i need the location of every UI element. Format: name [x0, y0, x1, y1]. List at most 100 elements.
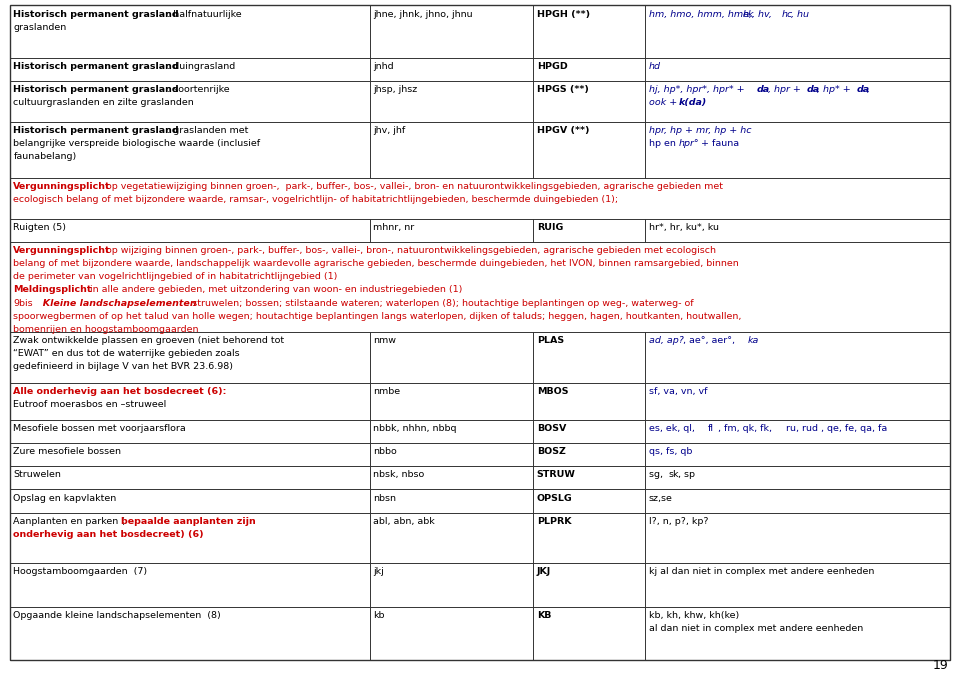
Text: ad, ap?: ad, ap? [649, 336, 684, 345]
Text: nmbe: nmbe [373, 387, 400, 396]
Text: : duingrasland: : duingrasland [167, 62, 235, 71]
Text: hp en: hp en [649, 139, 679, 148]
Text: “EWAT” en dus tot de waterrijke gebieden zoals: “EWAT” en dus tot de waterrijke gebieden… [13, 349, 240, 358]
Text: jhsp, jhsz: jhsp, jhsz [373, 85, 418, 95]
Text: bepaalde aanplanten zijn: bepaalde aanplanten zijn [122, 517, 256, 526]
Text: l?, n, p?, kp?: l?, n, p?, kp? [649, 517, 708, 526]
Text: BOSV: BOSV [537, 424, 566, 433]
Text: nbbo: nbbo [373, 447, 397, 456]
Text: KB: KB [537, 611, 551, 620]
Text: : graslanden met: : graslanden met [167, 126, 249, 135]
Text: sf, va, vn, vf: sf, va, vn, vf [649, 387, 708, 396]
Text: hm, hmo, hmm, hme,: hm, hmo, hmm, hme, [649, 10, 755, 18]
Text: Opgaande kleine landschapselementen  (8): Opgaande kleine landschapselementen (8) [13, 611, 221, 620]
Text: da: da [757, 85, 770, 95]
Text: Zwak ontwikkelde plassen en groeven (niet behorend tot: Zwak ontwikkelde plassen en groeven (nie… [13, 336, 284, 345]
Text: da: da [856, 85, 870, 95]
Text: Eutroof moerasbos en –struweel: Eutroof moerasbos en –struweel [13, 401, 167, 409]
Text: belang of met bijzondere waarde, landschappelijk waardevolle agrarische gebieden: belang of met bijzondere waarde, landsch… [13, 259, 739, 268]
Text: qs, fs, qb: qs, fs, qb [649, 447, 692, 456]
Text: de perimeter van vogelrichtlijngebied of in habitatrichtlijngebied (1): de perimeter van vogelrichtlijngebied of… [13, 272, 338, 282]
Text: OPSLG: OPSLG [537, 494, 572, 503]
Text: in alle andere gebieden, met uitzondering van woon- en industriegebieden (1): in alle andere gebieden, met uitzonderin… [87, 286, 463, 294]
Text: , hpr +: , hpr + [768, 85, 804, 95]
Text: + fauna: + fauna [698, 139, 739, 148]
Text: nbsn: nbsn [373, 494, 396, 503]
Text: Historisch permanent grasland: Historisch permanent grasland [13, 85, 180, 95]
Text: hd: hd [649, 62, 660, 71]
Text: al dan niet in complex met andere eenheden: al dan niet in complex met andere eenhed… [649, 624, 863, 633]
Text: : halfnatuurlijke: : halfnatuurlijke [167, 10, 242, 18]
Text: 9bis: 9bis [13, 299, 33, 307]
Text: jhne, jhnk, jhno, jhnu: jhne, jhnk, jhno, jhnu [373, 10, 473, 18]
Text: Historisch permanent grasland: Historisch permanent grasland [13, 126, 180, 135]
Text: graslanden: graslanden [13, 22, 66, 32]
Text: MBOS: MBOS [537, 387, 568, 396]
Text: hpr, hp + mr, hp + hc: hpr, hp + mr, hp + hc [649, 126, 752, 135]
Text: Mesofiele bossen met voorjaarsflora: Mesofiele bossen met voorjaarsflora [13, 424, 186, 433]
Text: , qe, fe, qa, fa: , qe, fe, qa, fa [821, 424, 887, 433]
Text: ook +: ook + [649, 99, 681, 107]
Text: sg,: sg, [649, 471, 666, 479]
Text: op wijziging binnen groen-, park-, buffer-, bos-, vallei-, bron-, natuurontwikke: op wijziging binnen groen-, park-, buffe… [104, 245, 716, 255]
Text: da: da [806, 85, 820, 95]
Text: kb: kb [373, 611, 385, 620]
Text: Kleine landschapselementen: Kleine landschapselementen [33, 299, 197, 307]
Text: : soortenrijke: : soortenrijke [167, 85, 229, 95]
Text: cultuurgraslanden en zilte graslanden: cultuurgraslanden en zilte graslanden [13, 99, 194, 107]
Text: Historisch permanent grasland: Historisch permanent grasland [13, 62, 180, 71]
Text: kj al dan niet in complex met andere eenheden: kj al dan niet in complex met andere een… [649, 567, 875, 577]
Text: JKJ: JKJ [537, 567, 551, 577]
Text: HPGH (**): HPGH (**) [537, 10, 589, 18]
Text: , hp* +: , hp* + [818, 85, 854, 95]
Text: belangrijke verspreide biologische waarde (inclusief: belangrijke verspreide biologische waard… [13, 139, 260, 148]
Text: onderhevig aan het bosdecreet) (6): onderhevig aan het bosdecreet) (6) [13, 530, 204, 539]
Text: ecologisch belang of met bijzondere waarde, ramsar-, vogelrichtlijn- of habitatr: ecologisch belang of met bijzondere waar… [13, 195, 618, 205]
Text: sk: sk [668, 471, 679, 479]
Text: Historisch permanent grasland: Historisch permanent grasland [13, 10, 180, 18]
Text: , hv,: , hv, [752, 10, 775, 18]
Text: hc: hc [781, 10, 793, 18]
Text: hj, hp*, hpr*, hpr* +: hj, hp*, hpr*, hpr* + [649, 85, 748, 95]
Text: , hu: , hu [791, 10, 809, 18]
Text: k(da): k(da) [679, 99, 707, 107]
Text: PLPRK: PLPRK [537, 517, 571, 526]
Text: Hoogstamboomgaarden  (7): Hoogstamboomgaarden (7) [13, 567, 148, 577]
Text: PLAS: PLAS [537, 336, 564, 345]
Text: BOSZ: BOSZ [537, 447, 565, 456]
Text: 19: 19 [933, 659, 948, 672]
Text: nbsk, nbso: nbsk, nbso [373, 471, 424, 479]
Text: nbbk, nhhn, nbbq: nbbk, nhhn, nbbq [373, 424, 457, 433]
Text: Zure mesofiele bossen: Zure mesofiele bossen [13, 447, 121, 456]
Text: kb, kh, khw, kh(ke): kb, kh, khw, kh(ke) [649, 611, 739, 620]
Text: es, ek, ql,: es, ek, ql, [649, 424, 698, 433]
Text: Vergunningsplicht: Vergunningsplicht [13, 245, 111, 255]
Text: hr*, hr, ku*, ku: hr*, hr, ku*, ku [649, 222, 719, 232]
Text: ,: , [867, 85, 871, 95]
Text: HPGV (**): HPGV (**) [537, 126, 589, 135]
Text: RUIG: RUIG [537, 222, 563, 232]
Text: hpr°: hpr° [679, 139, 699, 148]
Text: fl: fl [708, 424, 714, 433]
Text: gedefinieerd in bijlage V van het BVR 23.6.98): gedefinieerd in bijlage V van het BVR 23… [13, 362, 233, 371]
Text: op vegetatiewijziging binnen groen-,  park-, buffer-, bos-, vallei-, bron- en na: op vegetatiewijziging binnen groen-, par… [104, 182, 723, 191]
Text: Aanplanten en parken (: Aanplanten en parken ( [13, 517, 126, 526]
Text: sz,se: sz,se [649, 494, 673, 503]
Text: jhv, jhf: jhv, jhf [373, 126, 406, 135]
Text: : struwelen; bossen; stilstaande wateren; waterlopen (8); houtachtige beplanting: : struwelen; bossen; stilstaande wateren… [186, 299, 694, 307]
Text: STRUW: STRUW [537, 471, 575, 479]
Text: abl, abn, abk: abl, abn, abk [373, 517, 435, 526]
Text: faunabelang): faunabelang) [13, 152, 77, 161]
Text: , sp: , sp [679, 471, 695, 479]
Text: Opslag en kapvlakten: Opslag en kapvlakten [13, 494, 117, 503]
Text: HPGD: HPGD [537, 62, 567, 71]
Text: jkj: jkj [373, 567, 384, 577]
Text: Meldingsplicht: Meldingsplicht [13, 286, 92, 294]
Text: ru, rud: ru, rud [786, 424, 819, 433]
Text: bomenrijen en hoogstamboomgaarden: bomenrijen en hoogstamboomgaarden [13, 325, 199, 334]
Text: HPGS (**): HPGS (**) [537, 85, 588, 95]
Text: Ruigten (5): Ruigten (5) [13, 222, 66, 232]
Text: Vergunningsplicht: Vergunningsplicht [13, 182, 111, 191]
Text: spoorwegbermen of op het talud van holle wegen; houtachtige beplantingen langs w: spoorwegbermen of op het talud van holle… [13, 312, 742, 321]
Text: mhnr, nr: mhnr, nr [373, 222, 415, 232]
